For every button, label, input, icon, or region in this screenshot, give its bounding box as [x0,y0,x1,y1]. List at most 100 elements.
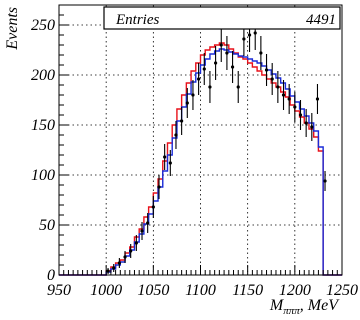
x-tick-label: 1200 [279,282,311,299]
data-marker [230,65,235,69]
y-tick-label: 100 [31,167,55,184]
data-point [185,88,189,118]
data-marker [191,93,195,97]
data-point [213,46,218,80]
data-marker [174,133,178,137]
data-marker [236,85,240,89]
data-marker [247,33,252,37]
y-tick-label: 250 [31,17,55,34]
data-marker [197,77,201,81]
stats-entries-label: Entries [115,12,159,28]
data-point [287,84,291,114]
data-point [310,113,314,141]
data-point [315,84,320,114]
data-marker [146,221,150,225]
data-point [163,144,167,170]
x-tick-label: 1050 [137,282,169,299]
data-point [140,222,144,240]
data-marker [315,97,320,101]
data-marker [287,97,291,101]
histogram-blue [59,48,342,276]
data-marker [270,77,274,81]
data-marker [202,67,206,71]
data-marker [281,93,286,97]
data-marker [264,68,269,72]
data-point [117,258,121,268]
data-point [123,251,127,263]
data-marker [304,121,308,125]
y-axis-title: Events [4,7,21,51]
data-point [112,264,116,272]
histogram-red [59,42,342,276]
x-axis-title-unit: , MeV [300,297,340,314]
x-tick-label: 950 [47,282,71,299]
stats-box: Entries 4491 [103,6,341,30]
grid [59,5,342,275]
data-point [208,71,212,103]
tick-labels: 950 1000 1050 1100 1150 1200 1250 0 50 100 150 200 2… [31,17,358,299]
data-point [236,71,240,103]
data-point [129,244,133,258]
data-point [225,36,229,70]
data-marker [134,241,138,245]
data-marker [276,85,280,89]
stats-entries-value: 4491 [306,12,336,28]
data-marker [213,61,218,65]
data-marker [323,179,327,183]
data-marker [298,113,303,117]
data-marker [253,31,257,35]
data-point [197,63,201,95]
data-point [298,100,303,130]
data-marker [151,205,155,209]
data-marker [208,85,212,89]
x-tick-label: 1250 [326,282,358,299]
data-point [134,235,138,251]
data-marker [106,269,110,273]
data-point [219,28,223,62]
data-point [151,196,155,218]
y-tick-label: 200 [31,67,55,84]
data-marker [163,155,167,159]
data-marker [293,105,297,109]
x-axis-title-symbol: M [269,297,285,314]
data-point [323,171,327,191]
data-marker [180,119,184,123]
data-marker [117,261,121,265]
x-tick-label: 1150 [232,282,263,299]
data-marker [219,43,223,47]
data-point [276,71,280,103]
histograms [59,42,342,276]
data-point [270,63,274,95]
data-point [191,80,195,110]
data-point [304,109,308,137]
data-point [281,80,286,110]
y-tick-label: 150 [31,117,55,134]
data-point [157,175,161,199]
y-tick-label: 50 [39,217,55,234]
data-marker [140,229,144,233]
data-marker [157,185,161,189]
data-point [180,107,184,135]
x-tick-label: 1100 [185,282,216,299]
stats-box-frame [103,6,341,30]
data-point [106,268,110,274]
data-point [230,51,235,83]
data-point [293,92,297,122]
data-point [174,121,178,149]
data-point [202,53,206,85]
data-marker [168,161,172,165]
data-marker [310,125,314,129]
x-axis-title: Mπππ, MeV [269,297,340,317]
data-marker [129,249,133,253]
data-point [146,213,150,233]
data-marker [123,255,127,259]
data-marker [185,101,189,105]
x-tick-label: 1000 [90,282,122,299]
data-marker [242,37,246,41]
data-point [168,150,172,176]
x-axis-title-subscript: πππ [283,305,300,317]
data-marker [112,266,116,270]
data-point [264,54,269,86]
